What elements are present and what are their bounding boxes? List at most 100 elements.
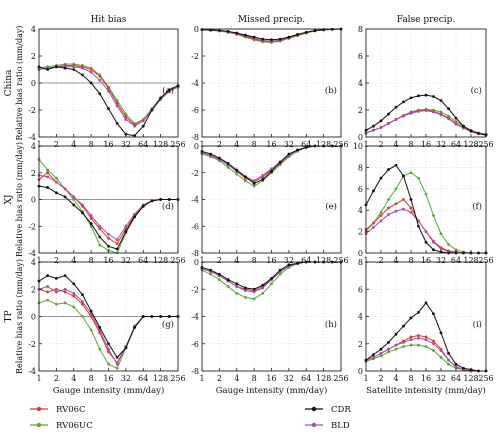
x-tick-label: 64: [301, 374, 311, 383]
x-tick-label: 256: [170, 256, 185, 265]
data-point: [462, 124, 465, 128]
data-point: [447, 358, 450, 362]
data-point: [244, 286, 247, 290]
y-tick-label: 6: [358, 285, 363, 294]
x-tick-label: 32: [436, 140, 446, 149]
x-tick-label: 64: [138, 256, 148, 265]
data-point: [89, 214, 93, 217]
x-tick-label: 256: [333, 256, 348, 265]
data-point: [252, 184, 256, 188]
x-tick-label: 128: [153, 140, 168, 149]
data-point: [54, 176, 58, 180]
y-tick-label: 4: [358, 206, 363, 215]
x-tick-label: 128: [463, 256, 478, 265]
y-tick-label: 2: [31, 169, 36, 178]
data-point: [81, 203, 84, 207]
y-tick-label: 8: [358, 25, 363, 34]
data-point: [235, 172, 239, 176]
data-point: [89, 328, 93, 332]
y-tick-label: 6: [358, 52, 363, 61]
data-point: [447, 107, 450, 111]
y-tick-label: 4: [358, 79, 363, 88]
data-point: [417, 224, 420, 228]
y-tick-label: 0: [358, 133, 363, 142]
panel-h: -8-6-4-201 2 4 8 16 32 64 128 256(h): [191, 258, 348, 383]
x-tick-label: 8: [89, 140, 94, 149]
data-point: [159, 198, 163, 201]
data-point: [439, 331, 443, 335]
y-tick-label: 2: [358, 340, 363, 349]
y-tick-label: 2: [31, 52, 36, 61]
data-point: [124, 118, 128, 121]
data-point: [387, 213, 390, 216]
data-point: [81, 300, 84, 303]
data-point: [124, 230, 128, 234]
data-point: [81, 211, 84, 215]
data-point: [417, 311, 420, 314]
x-tick-label: 16: [103, 256, 113, 265]
x-tick-label: 2: [217, 256, 222, 265]
data-point: [54, 302, 58, 306]
x-tick-label: 1: [363, 140, 368, 149]
data-point: [402, 324, 405, 328]
data-point: [379, 214, 383, 217]
x-tick-label: 32: [284, 140, 294, 149]
data-point: [270, 282, 273, 286]
data-point: [432, 312, 435, 316]
data-point: [304, 145, 308, 149]
data-point: [394, 209, 398, 213]
data-point: [72, 68, 76, 71]
x-tick-label: 256: [478, 256, 493, 265]
data-point: [372, 221, 375, 225]
data-point: [409, 96, 413, 100]
data-point: [270, 38, 273, 42]
data-point: [287, 152, 291, 156]
data-point: [402, 345, 405, 348]
data-point: [115, 362, 119, 366]
data-point: [81, 66, 84, 70]
data-point: [447, 117, 450, 121]
x-tick-label: 8: [408, 374, 413, 383]
x-tick-label: 32: [436, 374, 446, 383]
data-point: [372, 128, 375, 132]
data-point: [261, 283, 265, 287]
panel-c: 0 2 4 6 8 1 2 4 8 16 32 64 128 256 (c): [358, 25, 494, 149]
data-point: [54, 290, 58, 294]
data-point: [226, 285, 230, 288]
x-tick-label: 64: [451, 140, 461, 149]
x-tick-label: 32: [284, 256, 294, 265]
data-point: [124, 346, 128, 350]
x-tick-label: 64: [301, 140, 311, 149]
data-point: [226, 166, 230, 169]
data-point: [432, 214, 435, 217]
x-tick-label: 256: [333, 374, 348, 383]
data-point: [387, 350, 390, 354]
x-tick-label: 1: [363, 374, 368, 383]
data-point: [63, 287, 67, 291]
data-point: [209, 272, 213, 276]
x-tick-label: 64: [138, 374, 148, 383]
y-tick-label: 0: [358, 249, 363, 258]
data-point: [439, 110, 443, 114]
y-axis-label: Relative bias ratio (mm/day): [15, 26, 24, 141]
data-point: [150, 108, 154, 112]
data-point: [432, 95, 435, 98]
x-tick-label: 8: [252, 374, 257, 383]
data-point: [387, 198, 390, 201]
x-tick-label: 4: [71, 256, 76, 265]
data-point: [115, 366, 119, 370]
data-point: [432, 110, 435, 114]
legend-swatch-marker: [311, 422, 317, 428]
data-point: [72, 282, 76, 286]
data-point: [89, 309, 93, 313]
x-tick-label: 1: [199, 256, 204, 265]
data-point: [46, 290, 50, 294]
data-point: [107, 107, 110, 111]
y-tick-label: 0: [358, 367, 363, 376]
x-tick-label: 256: [478, 140, 493, 149]
x-tick-label: 32: [284, 374, 294, 383]
y-tick-label: -8: [191, 367, 199, 376]
data-point: [167, 315, 171, 318]
